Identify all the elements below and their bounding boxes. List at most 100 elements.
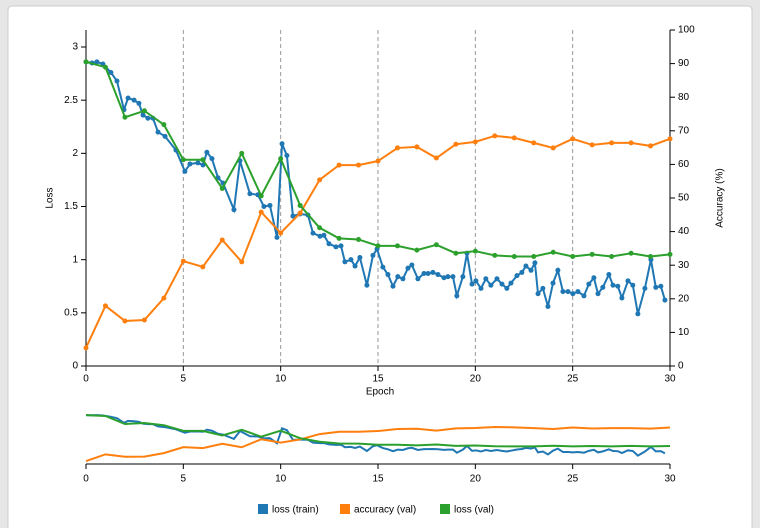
data-point [433, 242, 439, 248]
mini-series-line [85, 414, 671, 448]
data-point [528, 267, 534, 273]
x-tick-label: 15 [372, 374, 384, 385]
data-point [352, 263, 358, 269]
y2-axis-label: Accuracy (%) [715, 168, 726, 227]
x-tick-label: 5 [181, 374, 187, 385]
data-point [478, 285, 484, 291]
data-point [356, 162, 362, 168]
data-point [284, 152, 290, 158]
mini-x-tick-label: 25 [567, 474, 579, 485]
data-point [409, 262, 415, 268]
y2-tick-label: 40 [678, 226, 690, 237]
data-point [535, 291, 541, 297]
data-point [122, 318, 128, 324]
data-point [187, 161, 193, 167]
data-point [108, 70, 114, 76]
legend-swatch [340, 504, 350, 514]
data-point [375, 243, 381, 249]
data-point [297, 202, 303, 208]
data-point [161, 295, 167, 301]
data-point [415, 276, 421, 282]
data-point [570, 136, 576, 142]
data-point [445, 274, 451, 280]
y2-tick-label: 60 [678, 159, 690, 170]
data-point [606, 272, 612, 278]
y-tick-label: 3 [72, 42, 78, 53]
data-point [492, 252, 498, 258]
panel [7, 5, 753, 528]
legend-label: loss (train) [272, 505, 319, 516]
y2-tick-label: 0 [678, 361, 684, 372]
data-point [425, 270, 431, 276]
data-point [575, 289, 581, 295]
data-point [131, 97, 137, 103]
data-point [433, 155, 439, 161]
data-point [83, 345, 89, 351]
data-point [297, 210, 303, 216]
data-point [667, 251, 673, 257]
data-point [519, 269, 525, 275]
data-point [648, 143, 654, 149]
y2-tick-label: 30 [678, 260, 690, 271]
data-point [336, 162, 342, 168]
data-point [499, 281, 505, 287]
legend-label: loss (val) [454, 505, 494, 516]
mini-x-tick-label: 5 [181, 474, 187, 485]
data-point [83, 59, 89, 65]
data-point [504, 285, 510, 291]
data-point [102, 64, 108, 70]
data-point [472, 248, 478, 254]
mini-x-tick-label: 20 [470, 474, 482, 485]
data-point [338, 243, 344, 249]
x-tick-label: 0 [83, 374, 89, 385]
data-point [460, 274, 466, 280]
data-point [400, 276, 406, 282]
data-point [310, 230, 316, 236]
mini-x-tick-label: 10 [275, 474, 287, 485]
data-point [492, 133, 498, 139]
data-point [274, 234, 280, 240]
y2-tick-label: 70 [678, 125, 690, 136]
data-point [545, 303, 551, 309]
data-point [364, 282, 370, 288]
data-point [450, 274, 456, 280]
data-point [595, 291, 601, 297]
data-point [532, 260, 538, 266]
data-point [219, 237, 225, 243]
data-point [247, 191, 253, 197]
data-point [570, 291, 576, 297]
data-point [591, 275, 597, 281]
data-point [625, 278, 631, 284]
y-tick-label: 0.5 [64, 307, 78, 318]
data-point [380, 264, 386, 270]
data-point [628, 140, 634, 146]
mini-x-tick-label: 30 [664, 474, 676, 485]
y2-tick-label: 50 [678, 193, 690, 204]
data-point [342, 259, 348, 265]
data-point [336, 235, 342, 241]
data-point [414, 144, 420, 150]
data-point [195, 160, 201, 166]
data-point [609, 140, 615, 146]
data-point [494, 276, 500, 282]
data-point [317, 177, 323, 183]
data-point [94, 59, 100, 65]
data-point [278, 156, 284, 162]
data-point [125, 95, 131, 101]
data-point [395, 274, 401, 280]
data-point [472, 139, 478, 145]
data-point [140, 112, 146, 118]
legend-label: accuracy (val) [354, 505, 416, 516]
data-point [180, 157, 186, 163]
y2-tick-label: 90 [678, 58, 690, 69]
data-point [200, 157, 206, 163]
data-point [385, 272, 391, 278]
data-point [441, 275, 447, 281]
data-point [219, 185, 225, 191]
data-point [390, 283, 396, 289]
data-point [414, 247, 420, 253]
data-point [555, 267, 561, 273]
data-point [642, 285, 648, 291]
data-point [333, 244, 339, 250]
